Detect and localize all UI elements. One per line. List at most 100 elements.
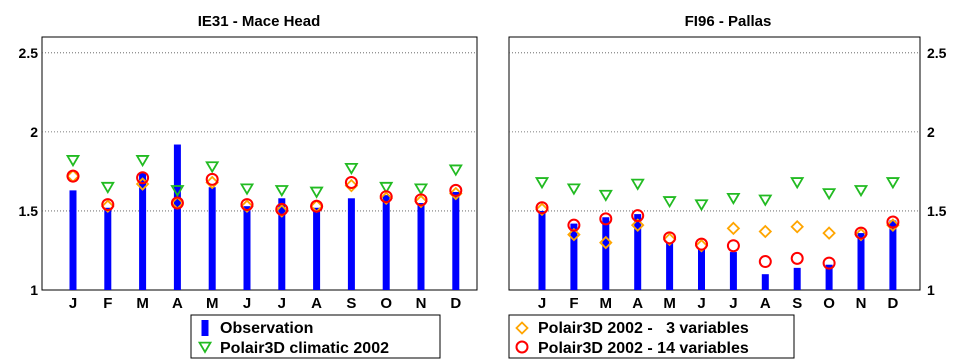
bar-observation	[570, 223, 578, 290]
series-mace-head	[65, 144, 463, 290]
bar-observation	[889, 220, 897, 290]
chart-title-mace-head: IE31 - Mace Head	[198, 13, 321, 30]
point-polair3d-climatic-2002	[758, 194, 773, 207]
legend-label-climatic-2002: Polair3D climatic 2002	[220, 340, 389, 357]
point-polair3d-2002-14-variables	[66, 169, 80, 183]
y-axis-mace-head: 1 1.5 2 2.5	[19, 45, 39, 298]
x-tick-label: M	[206, 295, 219, 312]
point-polair3d-2002-3-variables	[205, 175, 219, 190]
point-polair3d-2002-3-variables	[379, 191, 393, 206]
point-polair3d-climatic-2002	[662, 196, 677, 209]
legend-marker-polair3d-2002-3-variables	[515, 321, 529, 335]
point-polair3d-2002-14-variables	[790, 251, 804, 265]
bar-observation	[666, 242, 674, 290]
bar-observation	[729, 252, 737, 290]
point-polair3d-2002-3-variables	[854, 227, 868, 242]
chart-title-pallas: FI96 - Pallas	[685, 13, 772, 30]
point-polair3d-climatic-2002	[534, 177, 550, 190]
point-polair3d-2002-3-variables	[240, 199, 254, 213]
point-polair3d-climatic-2002	[566, 183, 581, 196]
point-polair3d-2002-3-variables	[101, 199, 115, 213]
point-polair3d-2002-14-variables	[275, 202, 289, 216]
bar-observation	[761, 274, 769, 290]
y-tick-label: 2.5	[927, 45, 947, 61]
point-polair3d-2002-3-variables	[886, 218, 900, 232]
legend-box-left	[190, 314, 441, 359]
point-polair3d-climatic-2002	[413, 183, 429, 196]
legend-right: Polair3D 2002 - 3 variables Polair3D 200…	[508, 314, 795, 359]
point-polair3d-climatic-2002	[598, 189, 613, 202]
point-polair3d-2002-3-variables	[535, 202, 549, 217]
point-polair3d-2002-14-variables	[205, 172, 219, 186]
point-polair3d-climatic-2002	[448, 164, 463, 177]
bar-observation	[208, 187, 216, 290]
point-polair3d-2002-14-variables	[136, 171, 150, 185]
x-tick-label: J	[729, 295, 737, 312]
point-polair3d-climatic-2002	[344, 162, 359, 175]
point-polair3d-2002-14-variables	[854, 226, 868, 240]
y-tick-label: 1.5	[19, 203, 39, 219]
bar-observation	[104, 207, 112, 290]
plot-frame-mace-head	[41, 36, 478, 291]
x-tick-label: M	[663, 295, 676, 312]
bar-observation	[313, 207, 321, 290]
bar-observation	[634, 214, 642, 290]
point-polair3d-2002-14-variables	[726, 239, 740, 253]
bar-observation	[793, 267, 801, 290]
point-polair3d-climatic-2002	[135, 155, 150, 168]
point-polair3d-climatic-2002	[65, 155, 81, 168]
x-tick-label: N	[856, 295, 867, 312]
point-polair3d-2002-14-variables	[599, 212, 613, 226]
point-polair3d-climatic-2002	[170, 185, 185, 198]
point-polair3d-climatic-2002	[790, 177, 805, 190]
bar-observation	[857, 233, 865, 290]
x-tick-label: A	[632, 295, 643, 312]
point-polair3d-2002-3-variables	[275, 204, 289, 218]
x-tick-label: J	[697, 295, 705, 312]
bar-observation	[698, 248, 705, 290]
point-polair3d-2002-14-variables	[886, 215, 900, 229]
point-polair3d-2002-3-variables	[449, 186, 463, 201]
x-tick-label: M	[136, 295, 149, 312]
x-tick-label: M	[600, 295, 613, 312]
y-tick-label: 1	[30, 282, 38, 298]
point-polair3d-climatic-2002	[100, 181, 115, 194]
bar-observation	[417, 203, 425, 290]
y-tick-label: 1	[927, 282, 935, 298]
series-pallas	[534, 177, 900, 290]
panel-mace-head: IE31 - Mace Head 1 1.5 2 2.5 J F M A M J J A S O N D	[19, 13, 478, 312]
x-tick-label: O	[823, 295, 835, 312]
x-tick-label: J	[538, 295, 546, 312]
point-polair3d-2002-3-variables	[758, 224, 773, 239]
x-tick-label: O	[380, 295, 392, 312]
point-polair3d-2002-14-variables	[535, 201, 549, 215]
point-polair3d-2002-14-variables	[344, 175, 358, 189]
point-polair3d-climatic-2002	[274, 185, 289, 198]
x-tick-label: S	[346, 295, 356, 312]
point-polair3d-2002-14-variables	[379, 190, 393, 204]
legend-marker-polair3d-climatic-2002	[197, 341, 213, 354]
legend-symbol-observation	[201, 320, 209, 336]
legend-marker-observation	[201, 320, 209, 336]
bar-observation	[243, 206, 251, 290]
bar-observation	[825, 264, 833, 290]
panel-pallas: FI96 - Pallas 1 1.5 2 2.5 J F M A M J J A S O N D	[508, 13, 947, 312]
point-polair3d-2002-14-variables	[567, 218, 581, 232]
legend-box-right	[508, 314, 795, 359]
point-polair3d-climatic-2002	[309, 186, 324, 199]
bar-observation	[382, 195, 390, 290]
x-tick-label: S	[792, 295, 802, 312]
x-tick-label: D	[887, 295, 898, 312]
y-tick-label: 2	[927, 124, 935, 140]
x-tick-label: J	[278, 295, 286, 312]
legend-symbol-3-variables	[515, 321, 529, 335]
point-polair3d-climatic-2002	[379, 181, 394, 194]
point-polair3d-2002-3-variables	[414, 194, 428, 209]
plot-frame-pallas	[508, 36, 921, 291]
point-polair3d-climatic-2002	[239, 183, 255, 196]
bar-observation	[347, 198, 355, 290]
bar-observation	[139, 172, 147, 290]
point-polair3d-2002-14-variables	[240, 198, 254, 212]
point-polair3d-2002-3-variables	[567, 227, 581, 242]
